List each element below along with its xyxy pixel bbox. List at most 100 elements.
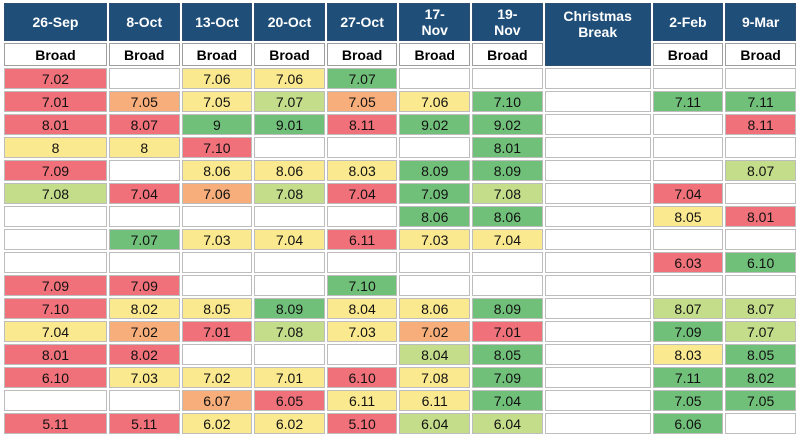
grade-cell: 7.04 (472, 229, 543, 250)
grade-cell (4, 252, 107, 273)
grade-cell (652, 68, 724, 89)
grade-cell (326, 252, 398, 273)
grade-cell (326, 137, 398, 158)
grade-cell: 8.09 (472, 160, 543, 181)
header-13-oct: 13-Oct (181, 3, 253, 41)
grade-cell (326, 206, 398, 227)
grade-cell: 5.10 (326, 413, 398, 434)
grade-cell: 8.06 (399, 298, 471, 319)
table-row: 5.11 5.11 6.02 6.02 5.10 6.04 6.04 6.06 (4, 413, 796, 434)
grade-cell: 7.05 (326, 91, 398, 112)
christmas-break-cell (544, 160, 651, 181)
grade-cell: 7.02 (399, 321, 471, 342)
subheader-broad: Broad (725, 43, 796, 66)
grade-cell: 7.08 (4, 183, 107, 204)
grade-cell: 6.04 (472, 413, 543, 434)
grade-cell: 8.02 (725, 367, 796, 388)
grade-cell: 7.09 (4, 160, 107, 181)
grade-cell: 8.05 (472, 344, 543, 365)
subheader-broad: Broad (181, 43, 253, 66)
grade-cell (399, 252, 471, 273)
grade-cell (254, 137, 325, 158)
grade-cell: 7.10 (4, 298, 107, 319)
grade-cell (652, 275, 724, 296)
grade-cell (472, 275, 543, 296)
subheader-broad: Broad (326, 43, 398, 66)
grade-cell: 8.04 (399, 344, 471, 365)
grade-cell: 8.05 (652, 206, 724, 227)
table-row: 7.09 7.09 7.10 (4, 275, 796, 296)
grade-cell (725, 275, 796, 296)
grade-cell: 8.03 (652, 344, 724, 365)
grade-cell: 7.04 (472, 390, 543, 411)
grade-cell: 9 (181, 114, 253, 135)
table-row: 6.03 6.10 (4, 252, 796, 273)
grade-cell: 8.01 (725, 206, 796, 227)
grade-cell: 7.01 (181, 321, 253, 342)
subheader-broad: Broad (4, 43, 107, 66)
grade-cell: 6.06 (652, 413, 724, 434)
grade-cell (326, 344, 398, 365)
grade-cell: 7.05 (181, 91, 253, 112)
grade-cell: 7.01 (4, 91, 107, 112)
grade-cell: 8.07 (652, 298, 724, 319)
grade-cell (108, 206, 180, 227)
grade-cell: 7.02 (108, 321, 180, 342)
grade-cell: 7.01 (254, 367, 325, 388)
grade-cell: 8.01 (4, 114, 107, 135)
table-row: 7.01 7.05 7.05 7.07 7.05 7.06 7.10 7.11 7.11 (4, 91, 796, 112)
christmas-break-cell (544, 367, 651, 388)
grade-cell: 8.05 (725, 344, 796, 365)
grade-cell: 7.05 (725, 390, 796, 411)
grade-cell: 9.02 (472, 114, 543, 135)
table-row: 8.01 8.07 9 9.01 8.11 9.02 9.02 8.11 (4, 114, 796, 135)
grade-cell: 7.09 (399, 183, 471, 204)
table-row: 6.10 7.03 7.02 7.01 6.10 7.08 7.09 7.11 8.02 (4, 367, 796, 388)
grade-cell: 8.06 (472, 206, 543, 227)
grade-cell: 7.04 (652, 183, 724, 204)
grade-cell (399, 275, 471, 296)
grade-cell: 7.03 (181, 229, 253, 250)
table-row: 6.07 6.05 6.11 6.11 7.04 7.05 7.05 (4, 390, 796, 411)
grade-cell: 8.07 (725, 298, 796, 319)
grade-cell (181, 344, 253, 365)
grade-cell: 8.03 (326, 160, 398, 181)
christmas-break-cell (544, 91, 651, 112)
grade-cell: 9.02 (399, 114, 471, 135)
christmas-break-cell (544, 206, 651, 227)
grade-cell: 6.11 (326, 229, 398, 250)
grade-cell: 9.01 (254, 114, 325, 135)
grade-cell: 8 (4, 137, 107, 158)
grade-cell: 7.08 (254, 321, 325, 342)
grade-cell (181, 275, 253, 296)
grade-cell (4, 206, 107, 227)
christmas-break-cell (544, 390, 651, 411)
grade-cell: 8 (108, 137, 180, 158)
christmas-break-cell (544, 321, 651, 342)
grade-cell (725, 183, 796, 204)
grade-cell (254, 275, 325, 296)
grade-cell (725, 413, 796, 434)
grade-cell: 6.03 (652, 252, 724, 273)
grade-cell: 8.09 (472, 298, 543, 319)
grade-cell: 8.06 (399, 206, 471, 227)
header-20-oct: 20-Oct (254, 3, 325, 41)
grade-cell: 8.09 (399, 160, 471, 181)
grade-cell (652, 229, 724, 250)
grade-cell: 7.06 (181, 183, 253, 204)
christmas-break-cell (544, 114, 651, 135)
grade-cell: 7.04 (254, 229, 325, 250)
grade-cell: 7.04 (4, 321, 107, 342)
grade-cell: 6.10 (4, 367, 107, 388)
grades-body: 7.02 7.06 7.06 7.07 7.01 7.05 7.05 7.07 7.05 7.06… (4, 68, 796, 434)
grade-cell: 7.07 (326, 68, 398, 89)
grade-cell (181, 206, 253, 227)
header-19-nov: 19- Nov (472, 3, 543, 41)
christmas-break-cell (544, 137, 651, 158)
grade-cell (725, 68, 796, 89)
grade-cell: 8.11 (725, 114, 796, 135)
christmas-break-cell (544, 344, 651, 365)
grade-cell: 8.06 (181, 160, 253, 181)
grade-cell: 5.11 (4, 413, 107, 434)
grade-cell: 7.03 (326, 321, 398, 342)
